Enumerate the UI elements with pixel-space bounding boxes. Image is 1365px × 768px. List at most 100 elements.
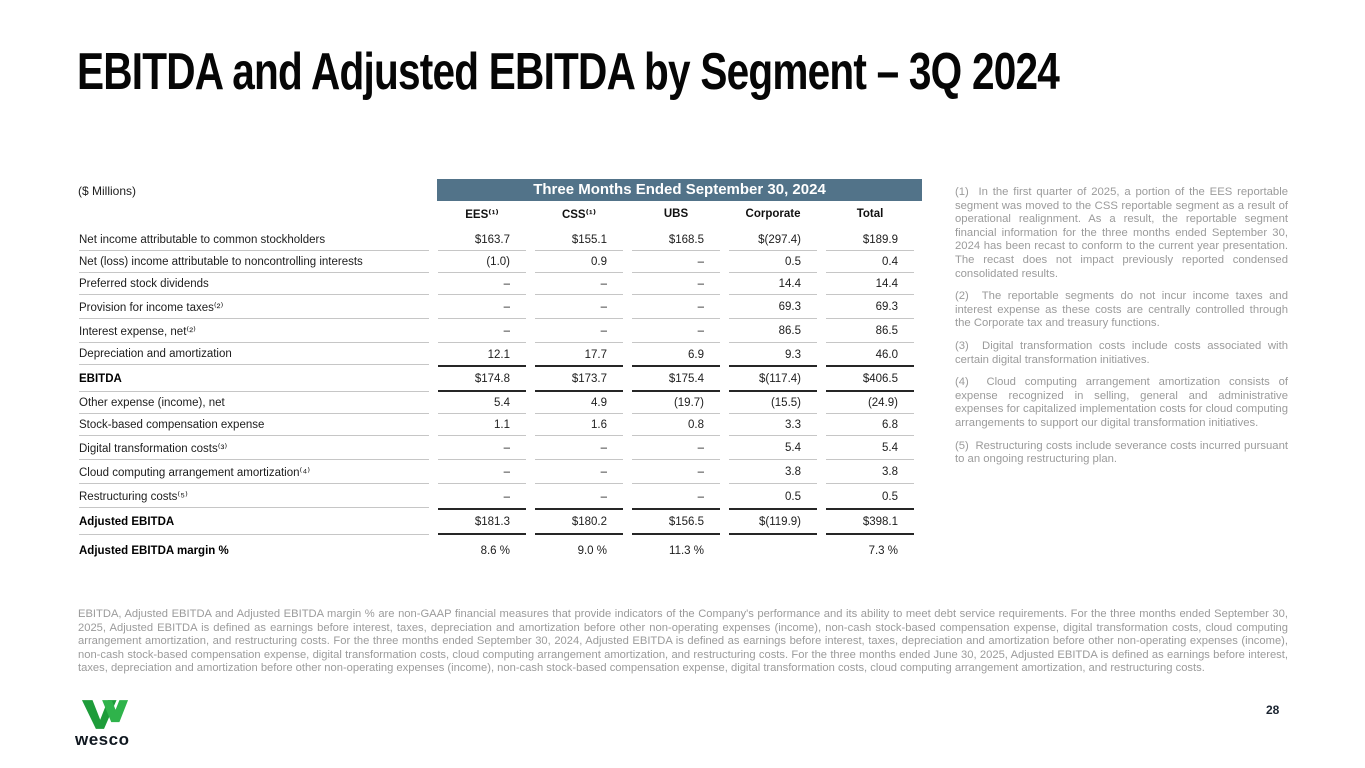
row-value: 46.0 bbox=[875, 348, 898, 361]
row-value: – bbox=[632, 436, 720, 460]
row-value: 0.5 bbox=[785, 490, 801, 503]
row-value: – bbox=[438, 460, 526, 484]
row-label: Digital transformation costs⁽³⁾ bbox=[79, 436, 429, 460]
footnote: (1) In the first quarter of 2025, a port… bbox=[955, 186, 1288, 280]
row-value: $156.5 bbox=[632, 508, 720, 535]
row-value: 17.7 bbox=[584, 348, 607, 361]
wesco-logo: wesco bbox=[75, 700, 145, 748]
row-value: – bbox=[632, 295, 720, 319]
row-value: – bbox=[535, 319, 623, 343]
row-value: 5.4 bbox=[826, 436, 914, 460]
row-label: EBITDA bbox=[79, 365, 429, 392]
row-value: $163.7 bbox=[438, 229, 526, 251]
row-value: – bbox=[697, 490, 704, 503]
row-value: 0.4 bbox=[826, 251, 914, 273]
row-value: $180.2 bbox=[535, 508, 623, 535]
column-header-ees: EES⁽¹⁾ bbox=[465, 209, 499, 221]
row-value: (1.0) bbox=[438, 251, 526, 273]
row-value: – bbox=[438, 436, 526, 460]
footnotes-panel: (1) In the first quarter of 2025, a port… bbox=[955, 186, 1288, 476]
row-value: – bbox=[535, 273, 623, 295]
row-value: – bbox=[438, 319, 526, 343]
row-value: (15.5) bbox=[729, 392, 817, 414]
row-label: Adjusted EBITDA margin % bbox=[79, 545, 229, 557]
segment-table-body: Net income attributable to common stockh… bbox=[79, 229, 914, 561]
row-value: $(117.4) bbox=[729, 365, 817, 392]
row-label: Restructuring costs⁽⁵⁾ bbox=[79, 484, 429, 508]
page-number: 28 bbox=[1266, 703, 1280, 717]
row-value: 4.9 bbox=[535, 392, 623, 414]
row-value: 9.0 % bbox=[577, 545, 607, 557]
row-value: 5.4 bbox=[438, 392, 526, 414]
row-value: $175.4 bbox=[632, 365, 720, 392]
segment-table: EES⁽¹⁾ CSS⁽¹⁾ UBS Corporate Total Net in… bbox=[70, 201, 923, 561]
row-value: – bbox=[438, 273, 526, 295]
row-value: 3.3 bbox=[729, 414, 817, 436]
row-value: 69.3 bbox=[729, 295, 817, 319]
table-row: Adjusted EBITDA margin % 8.6 % 9.0 % 11.… bbox=[79, 535, 914, 561]
period-header-banner: Three Months Ended September 30, 2024 bbox=[437, 179, 922, 201]
row-value bbox=[729, 535, 817, 561]
row-value: (24.9) bbox=[826, 392, 914, 414]
footnote: (4) Cloud computing arrangement amortiza… bbox=[955, 376, 1288, 429]
row-value: 14.4 bbox=[729, 273, 817, 295]
row-value: 12.1 bbox=[487, 348, 510, 361]
row-label: Other expense (income), net bbox=[79, 392, 429, 414]
w-right-chevron bbox=[102, 700, 129, 723]
row-value: $189.9 bbox=[826, 229, 914, 251]
page-title: EBITDA and Adjusted EBITDA by Segment – … bbox=[77, 43, 1060, 101]
table-row: Stock-based compensation expense 1.1 1.6… bbox=[79, 414, 914, 436]
row-value: – bbox=[535, 436, 623, 460]
row-value: 86.5 bbox=[729, 319, 817, 343]
footnote: (3) Digital transformation costs include… bbox=[955, 339, 1288, 366]
row-value: 1.1 bbox=[438, 414, 526, 436]
row-value: $(119.9) bbox=[729, 508, 817, 535]
row-label: Depreciation and amortization bbox=[79, 343, 429, 365]
segment-table-header: EES⁽¹⁾ CSS⁽¹⁾ UBS Corporate Total bbox=[79, 201, 914, 229]
column-header-corporate: Corporate bbox=[745, 208, 801, 220]
row-value: 6.8 bbox=[826, 414, 914, 436]
row-value: $181.3 bbox=[438, 508, 526, 535]
table-row: EBITDA $174.8 $173.7 $175.4 $(117.4) $40… bbox=[79, 365, 914, 392]
table-row: Preferred stock dividends – – – 14.4 14.… bbox=[79, 273, 914, 295]
row-value: $155.1 bbox=[535, 229, 623, 251]
table-row: Digital transformation costs⁽³⁾ – – – 5.… bbox=[79, 436, 914, 460]
table-row: Adjusted EBITDA $181.3 $180.2 $156.5 $(1… bbox=[79, 508, 914, 535]
row-value: 11.3 % bbox=[669, 545, 704, 557]
row-value: $174.8 bbox=[438, 365, 526, 392]
row-value: 8.6 % bbox=[480, 545, 510, 557]
row-label: Provision for income taxes⁽²⁾ bbox=[79, 295, 429, 319]
row-label: Net (loss) income attributable to noncon… bbox=[79, 251, 429, 273]
table-row: Other expense (income), net 5.4 4.9 (19.… bbox=[79, 392, 914, 414]
row-label: Adjusted EBITDA bbox=[79, 508, 429, 535]
row-value: 0.8 bbox=[632, 414, 720, 436]
column-header-total: Total bbox=[856, 208, 884, 220]
row-value: 3.8 bbox=[826, 460, 914, 484]
column-header-blank bbox=[79, 201, 429, 229]
table-row: Net (loss) income attributable to noncon… bbox=[79, 251, 914, 273]
row-value: $398.1 bbox=[826, 508, 914, 535]
row-value: – bbox=[535, 295, 623, 319]
non-gaap-disclaimer: EBITDA, Adjusted EBITDA and Adjusted EBI… bbox=[78, 608, 1288, 675]
row-value: – bbox=[632, 319, 720, 343]
row-value: 0.5 bbox=[729, 251, 817, 273]
table-row: Cloud computing arrangement amortization… bbox=[79, 460, 914, 484]
row-value: 7.3 % bbox=[868, 545, 898, 557]
row-label: Net income attributable to common stockh… bbox=[79, 229, 429, 251]
row-label: Interest expense, net⁽²⁾ bbox=[79, 319, 429, 343]
row-value: – bbox=[632, 251, 720, 273]
footnote: (2) The reportable segments do not incur… bbox=[955, 290, 1288, 330]
row-label: Preferred stock dividends bbox=[79, 273, 429, 295]
row-value: 5.4 bbox=[729, 436, 817, 460]
row-value: 3.8 bbox=[729, 460, 817, 484]
table-row: Depreciation and amortization 12.1 17.7 … bbox=[79, 343, 914, 365]
row-value: $406.5 bbox=[826, 365, 914, 392]
table-row: Interest expense, net⁽²⁾ – – – 86.5 86.5 bbox=[79, 319, 914, 343]
row-value: 1.6 bbox=[535, 414, 623, 436]
row-value: 6.9 bbox=[688, 348, 704, 361]
wesco-w-icon bbox=[81, 700, 129, 729]
table-row: Provision for income taxes⁽²⁾ – – – 69.3… bbox=[79, 295, 914, 319]
column-header-ubs: UBS bbox=[663, 208, 689, 220]
row-value: (19.7) bbox=[632, 392, 720, 414]
